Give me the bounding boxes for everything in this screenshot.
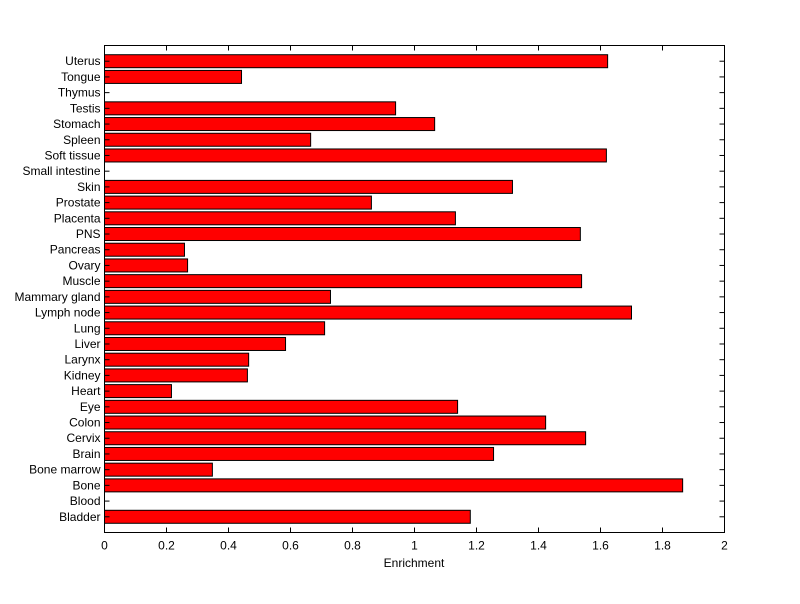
bar	[104, 305, 632, 320]
y-tick-label: Mammary gland	[14, 290, 100, 304]
bar	[104, 179, 513, 194]
x-axis-label: Enrichment	[384, 556, 445, 570]
y-tick-label: Thymus	[58, 86, 101, 100]
bar	[104, 384, 172, 399]
bar	[104, 368, 248, 383]
y-tick-label: Bone	[72, 478, 100, 492]
y-tick-label: Pancreas	[50, 243, 101, 257]
y-tick-label: Small intestine	[22, 164, 100, 178]
y-tick-label: Eye	[80, 400, 101, 414]
y-tick-label: Liver	[74, 337, 100, 351]
y-tick-label: Prostate	[56, 196, 101, 210]
bar	[104, 352, 250, 367]
bar	[104, 227, 581, 242]
y-tick-label: Bladder	[59, 510, 100, 524]
bar	[104, 132, 312, 147]
y-tick-label: Placenta	[54, 211, 101, 225]
y-tick-label: PNS	[76, 227, 101, 241]
x-tick-label: 1.2	[468, 539, 485, 553]
bar	[104, 446, 495, 461]
bar	[104, 289, 331, 304]
y-tick-label: Brain	[72, 447, 100, 461]
x-tick-label: 0.4	[220, 539, 237, 553]
y-tick-label: Uterus	[65, 54, 100, 68]
x-tick-label: 1.8	[654, 539, 671, 553]
x-tick-label: 2	[721, 539, 728, 553]
bar	[104, 462, 213, 477]
y-tick-label: Stomach	[53, 117, 100, 131]
y-tick-label: Cervix	[66, 431, 100, 445]
bar	[104, 211, 456, 226]
y-tick-label: Skin	[77, 180, 100, 194]
y-tick-label: Soft tissue	[44, 148, 100, 162]
bar	[104, 399, 459, 414]
x-tick-label: 1.6	[592, 539, 609, 553]
y-tick-label: Lymph node	[35, 306, 101, 320]
y-tick-label: Lung	[74, 321, 101, 335]
bar	[104, 274, 583, 289]
y-tick-label: Muscle	[62, 274, 100, 288]
bar	[104, 509, 471, 524]
y-tick-label: Colon	[69, 416, 100, 430]
y-tick-label: Kidney	[64, 368, 101, 382]
bar	[104, 242, 185, 257]
y-tick-label: Bone marrow	[29, 463, 101, 477]
bar	[104, 415, 547, 430]
x-tick-label: 0.2	[158, 539, 175, 553]
y-tick-label: Testis	[70, 101, 101, 115]
y-tick-label: Blood	[70, 494, 101, 508]
bar	[104, 117, 436, 132]
bar	[104, 258, 189, 273]
x-tick-label: 0.8	[344, 539, 361, 553]
y-tick-label: Heart	[71, 384, 101, 398]
bar	[104, 195, 372, 210]
x-tick-label: 1	[411, 539, 418, 553]
bar	[104, 478, 684, 493]
y-tick-label: Spleen	[63, 133, 100, 147]
bar	[104, 101, 397, 116]
y-tick-label: Ovary	[68, 258, 100, 272]
bar	[104, 148, 607, 163]
bar	[104, 431, 587, 446]
y-tick-label: Tongue	[61, 70, 101, 84]
bar	[104, 336, 287, 351]
y-tick-label: Larynx	[64, 353, 100, 367]
x-tick-label: 0	[101, 539, 108, 553]
x-tick-label: 0.6	[282, 539, 299, 553]
bar	[104, 69, 243, 84]
bar	[104, 321, 326, 336]
bar	[104, 54, 609, 69]
x-tick-label: 1.4	[530, 539, 547, 553]
